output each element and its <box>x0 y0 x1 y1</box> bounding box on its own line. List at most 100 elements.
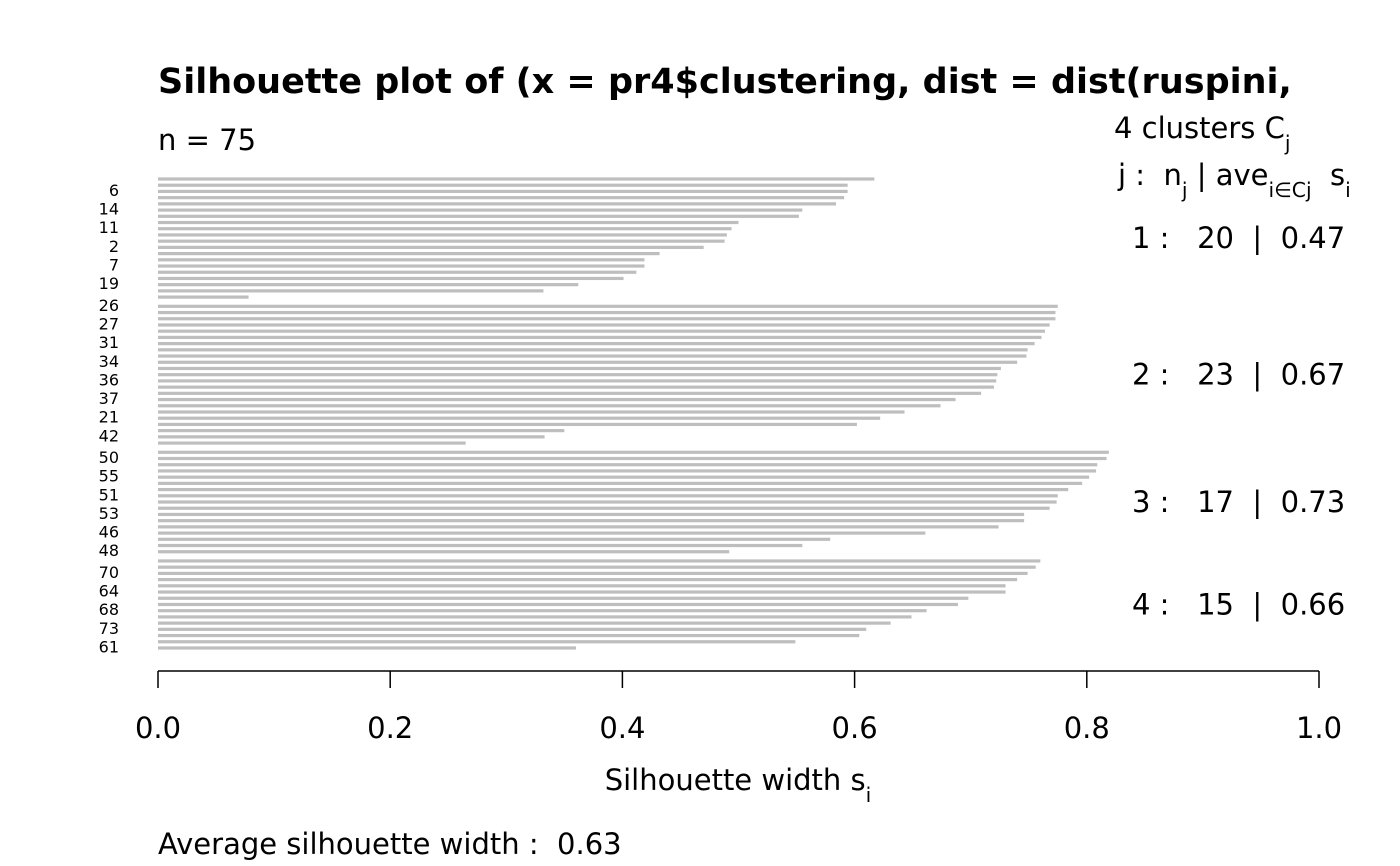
x-tick-label: 0.6 <box>832 711 878 745</box>
bar <box>158 233 727 237</box>
chart-title: Silhouette plot of (x = pr4$clustering, … <box>158 62 1292 102</box>
x-axis-label-part: i <box>866 783 872 807</box>
bar <box>158 354 1027 358</box>
bar <box>158 422 857 427</box>
legend-header-part: i∈Cj <box>1269 178 1312 202</box>
bar <box>158 227 732 231</box>
bar <box>158 295 249 299</box>
bar <box>158 416 881 420</box>
bar <box>158 475 1090 479</box>
bar <box>158 214 799 218</box>
bar <box>158 410 905 414</box>
bar <box>158 506 1050 510</box>
bar <box>158 360 1018 364</box>
bar <box>158 512 1025 517</box>
x-tick-label: 0.8 <box>1064 711 1110 745</box>
bar <box>158 177 875 181</box>
x-axis-label-part: Silhouette width s <box>605 763 866 797</box>
footer: Average silhouette width : 0.63 <box>158 827 622 861</box>
bar <box>158 621 891 625</box>
bar <box>158 329 1046 333</box>
bar <box>158 429 565 433</box>
y-tick-label: 68 <box>99 600 119 619</box>
y-tick-label: 7 <box>109 256 119 275</box>
bar <box>158 494 1058 498</box>
bar <box>158 270 637 274</box>
y-tick-label: 46 <box>99 523 119 542</box>
y-tick-label: 27 <box>99 314 119 333</box>
bar <box>158 397 956 402</box>
legend-header-part: j : n <box>1117 158 1182 192</box>
x-tick-label: 1.0 <box>1296 711 1342 745</box>
y-tick-label: 61 <box>99 637 119 656</box>
bar <box>158 258 645 262</box>
y-tick-label: 64 <box>99 582 119 601</box>
bar <box>158 323 1050 327</box>
bar <box>158 435 545 439</box>
bar <box>158 196 845 200</box>
y-tick-label: 73 <box>99 619 119 638</box>
bar <box>158 537 831 541</box>
bar <box>158 391 982 395</box>
bar <box>158 366 1001 371</box>
subtitle: n = 75 <box>158 123 256 157</box>
cluster-summary: 4 : 15 | 0.66 <box>1132 587 1345 621</box>
bar <box>158 251 660 256</box>
x-tick-label: 0.0 <box>135 711 181 745</box>
bar <box>158 373 998 377</box>
bar <box>158 283 579 287</box>
bar <box>158 602 958 607</box>
bar <box>158 627 867 631</box>
bar <box>158 450 1109 454</box>
bar <box>158 590 1006 594</box>
bar <box>158 463 1098 467</box>
legend-header-part: s <box>1312 158 1346 192</box>
y-tick-label: 42 <box>99 426 119 445</box>
bar <box>158 202 837 206</box>
cluster-summary: 1 : 20 | 0.47 <box>1132 221 1345 255</box>
bar <box>158 640 796 644</box>
bar <box>158 317 1056 321</box>
bar <box>158 565 1036 569</box>
bar <box>158 531 926 535</box>
bar <box>158 500 1057 504</box>
bar <box>158 578 1018 582</box>
bar <box>158 481 1083 485</box>
bar <box>158 289 544 293</box>
bar <box>158 239 725 243</box>
y-tick-label: 55 <box>99 467 119 486</box>
y-tick-label: 11 <box>99 218 119 237</box>
y-tick-label: 34 <box>99 352 119 371</box>
y-tick-label: 37 <box>99 389 119 408</box>
bar <box>158 310 1056 315</box>
bar <box>158 543 803 548</box>
legend-title-part: 4 clusters C <box>1114 111 1285 145</box>
bar <box>158 183 848 187</box>
bar <box>158 596 969 600</box>
bar <box>158 550 730 554</box>
bar <box>158 264 645 268</box>
bar <box>158 379 997 383</box>
bar <box>158 525 999 529</box>
bar <box>158 342 1035 346</box>
legend-title: 4 clusters Cj <box>1114 111 1291 155</box>
legend-header-part: | ave <box>1188 158 1269 192</box>
bar <box>158 245 704 249</box>
x-tick-label: 0.2 <box>367 711 413 745</box>
legend-header-part: j <box>1181 178 1188 202</box>
legend-title-part: j <box>1284 131 1291 155</box>
y-tick-label: 31 <box>99 333 119 352</box>
bar <box>158 646 576 650</box>
cluster-summary: 3 : 17 | 0.73 <box>1132 485 1345 519</box>
x-axis-label: Silhouette width si <box>605 763 872 807</box>
bar <box>158 609 927 613</box>
bar <box>158 615 912 619</box>
bar <box>158 487 1069 492</box>
bar <box>158 456 1107 461</box>
bar <box>158 335 1042 339</box>
y-tick-label: 70 <box>99 563 119 582</box>
bar <box>158 571 1028 575</box>
bar <box>158 469 1097 473</box>
legend-header: j : nj | avei∈Cj si <box>1117 158 1351 202</box>
